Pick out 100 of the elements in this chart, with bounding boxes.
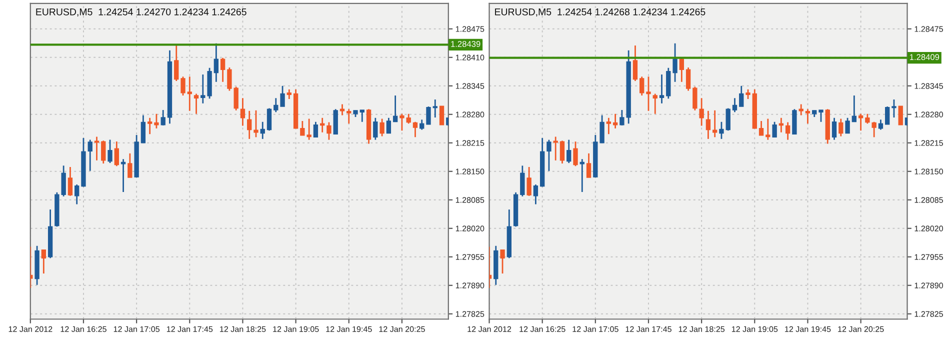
y-tick-label: 1.28215 [456,140,484,146]
candlestick [659,74,664,104]
candlestick [500,249,505,274]
candlestick [101,140,106,164]
candlestick [280,85,285,108]
y-tick-label: 1.27890 [914,282,943,288]
candlestick [652,93,658,115]
ref-line-label: 1.28439 [451,41,480,47]
candlestick [260,121,265,140]
candlestick [74,184,80,205]
candlestick [313,121,318,138]
annotation: EURUSD,M5 1.24254 1.24268 1.24234 1.24265 [495,8,706,16]
x-tick-label: 12 Jan 20:25 [838,326,884,332]
x-tick-label: 12 Jan 16:25 [520,326,566,332]
y-tick-label: 1.28475 [456,26,484,32]
x-tick-label: 12 Jan 19:05 [273,326,319,332]
candlestick [266,108,272,132]
y-tick-label: 1.28345 [456,83,484,89]
candlestick [726,108,730,132]
candlestick [41,249,46,274]
y-tick-label: 1.28085 [456,197,484,203]
candlestick [200,74,206,104]
candlestick [566,139,572,164]
candlestick [898,106,903,126]
candlestick [640,76,644,96]
candlestick [632,44,638,82]
candlestick [892,98,896,118]
candlestick [406,113,411,124]
candlestick [400,113,404,132]
candlestick [373,117,378,140]
candlestick [432,98,438,118]
candlestick [439,106,444,126]
y-tick-label: 1.28150 [914,168,943,174]
candlestick [160,109,166,126]
candlestick [699,97,704,126]
candlestick [832,117,837,140]
x-tick-label: 12 Jan 17:05 [572,326,618,332]
candlestick [108,139,112,164]
y-tick-label: 1.27955 [914,254,943,260]
candlestick [333,108,338,135]
y-tick-label: 1.28280 [456,112,484,118]
y-tick-label: 1.28410 [456,54,484,60]
x-tick-label: 12 Jan 19:05 [732,326,778,332]
candlestick [128,152,132,178]
candlestick [88,139,92,172]
candlestick [692,86,698,112]
candlestick [114,140,119,167]
x-tick-label: 12 Jan 17:45 [626,326,672,332]
candlestick [94,136,100,162]
candlestick [706,110,711,140]
y-tick-label: 1.28345 [914,83,943,89]
candlestick [606,117,612,135]
candlestick [553,136,558,162]
candlestick [140,114,146,144]
candlestick [147,117,152,135]
candlestick [865,113,870,124]
candlestick [526,166,532,197]
candlestick [838,118,844,137]
x-tick-label: 12 Jan 18:25 [220,326,266,332]
candlestick [240,97,246,126]
candlestick [154,113,159,130]
candlestick [420,118,424,130]
ref-line-label: 1.28409 [910,54,940,60]
y-tick-label: 1.27890 [456,282,484,288]
candlestick [805,108,810,124]
candlestick [732,97,738,113]
candlestick [380,118,384,137]
candlestick [719,121,724,140]
candlestick [778,117,784,134]
candlestick [326,122,332,140]
y-tick-label: 1.28150 [456,168,484,174]
candlestick [586,152,592,178]
x-tick-label: 12 Jan 18:25 [678,326,725,332]
candlestick [758,120,764,136]
y-tick-label: 1.28280 [914,112,943,118]
x-tick-label: 12 Jan 17:05 [114,326,160,332]
x-tick-label: 12 Jan 16:25 [60,326,106,332]
annotation: EURUSD,M5 1.24254 1.24270 1.24234 1.24265 [36,8,246,16]
candlestick [646,76,651,112]
candlestick [533,184,538,205]
candlestick [746,88,750,100]
y-tick-label: 1.27825 [456,311,484,317]
candlestick [785,122,790,140]
x-tick-label: 12 Jan 20:25 [379,326,425,332]
candlestick [214,42,219,83]
candlestick [878,118,884,130]
candlestick [187,76,192,112]
candlestick [845,117,850,134]
candlestick [672,42,678,83]
x-tick-label: 12 Jan 2012 [8,326,52,332]
candlestick [546,139,552,172]
candlestick [792,108,797,135]
candlestick [412,121,418,138]
candlestick [872,121,876,138]
candlestick [885,106,890,126]
candlestick [679,57,684,83]
candlestick [120,158,126,193]
y-tick-label: 1.28475 [914,26,943,32]
candlestick [286,88,292,100]
candlestick [686,66,691,92]
